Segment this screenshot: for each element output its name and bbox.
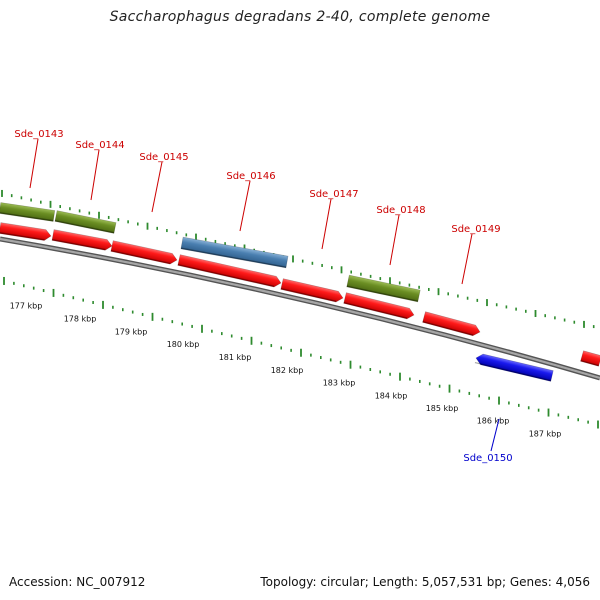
forward-gene-arrow-edge (343, 301, 408, 319)
backbone-line (0, 237, 600, 380)
kbp-label: 186 kbp (477, 417, 510, 426)
forward-gene-arrow-shape (343, 292, 415, 320)
gene-label: Sde_0146 (226, 171, 275, 182)
gene-label: Sde_0147 (309, 189, 358, 200)
olive-feature-shape (54, 210, 117, 234)
forward-gene-arrow-shape (110, 240, 178, 265)
forward-gene-arrow-edge (52, 239, 106, 251)
gene-label-leader (321, 198, 332, 250)
olive-feature-edge (0, 212, 54, 222)
steel-feature (180, 236, 289, 269)
olive-feature-edge (54, 220, 115, 234)
gene-label-leader (151, 161, 163, 213)
forward-gene-arrow (51, 229, 113, 251)
kbp-label: 181 kbp (219, 353, 252, 362)
gene-label-leader (490, 418, 500, 452)
gene-label-leader (29, 138, 39, 189)
gene-label-leader (239, 180, 251, 232)
gene-label: Sde_0148 (376, 205, 425, 216)
kbp-label: 185 kbp (426, 404, 459, 413)
forward-gene-arrow-shape (280, 278, 344, 303)
forward-gene-arrow-shape (580, 350, 600, 367)
kbp-label: 177 kbp (10, 301, 43, 310)
olive-feature-shape (346, 274, 421, 303)
forward-gene-arrow-shape (422, 311, 481, 337)
gene-label: Sde_0143 (14, 129, 63, 140)
forward-gene-arrow-shape (177, 254, 282, 288)
kbp-label: 184 kbp (375, 391, 408, 400)
kbp-label: 187 kbp (529, 429, 562, 438)
gene-track (0, 222, 600, 382)
gene-label: Sde_0150 (463, 453, 512, 464)
gene-label-leader (90, 149, 100, 201)
forward-gene-arrow-edge (580, 359, 599, 367)
forward-gene-arrow-shape (51, 229, 113, 251)
olive-feature (0, 202, 56, 222)
steel-feature-shape (180, 236, 289, 269)
olive-feature-shape (0, 202, 56, 222)
forward-gene-arrow-edge (110, 250, 171, 264)
kbp-label: 179 kbp (115, 327, 148, 336)
kbp-label: 183 kbp (323, 379, 356, 388)
kbp-label: 180 kbp (167, 340, 200, 349)
gene-label-leader (389, 214, 400, 266)
label-layer: 177 kbp 178 kbp 179 kbp 180 kbp 181 kbp 182 k… (10, 129, 562, 464)
forward-gene-arrow (422, 311, 481, 337)
forward-gene-arrow (280, 278, 344, 303)
gene-label: Sde_0144 (75, 140, 124, 151)
forward-gene-arrow-edge (422, 320, 474, 336)
genome-stats-text: Topology: circular; Length: 5,057,531 bp… (260, 575, 590, 589)
reverse-gene-arrow-edge (474, 361, 552, 382)
map-title: Saccharophagus degradans 2-40, complete … (109, 9, 491, 25)
kbp-label: 178 kbp (64, 315, 97, 324)
accession-text: Accession: NC_007912 (9, 575, 146, 589)
reverse-gene-arrow (474, 353, 554, 382)
forward-gene-arrow (110, 240, 178, 265)
forward-gene-arrow (343, 292, 415, 320)
forward-gene-arrow (0, 222, 52, 241)
forward-gene-arrow-shape (0, 222, 52, 241)
gene-label-leader (461, 233, 473, 285)
steel-feature-edge (180, 247, 287, 268)
olive-feature (346, 274, 421, 303)
backbone-shadow (0, 236, 600, 381)
olive-feature (54, 210, 117, 234)
tick-tracks (1, 189, 599, 429)
genome-backbone (0, 236, 600, 381)
forward-gene-arrow-edge (0, 232, 45, 241)
forward-gene-arrow (580, 350, 600, 367)
forward-gene-arrow-edge (177, 263, 275, 287)
olive-feature-edge (346, 285, 419, 302)
reverse-gene-arrow-shape (475, 353, 554, 382)
forward-gene-arrow (177, 254, 282, 288)
feature-track (0, 202, 421, 303)
kbp-label: 182 kbp (271, 366, 304, 375)
gene-label: Sde_0149 (451, 224, 500, 235)
forward-gene-arrow-edge (280, 287, 337, 302)
gene-label: Sde_0145 (139, 152, 188, 163)
